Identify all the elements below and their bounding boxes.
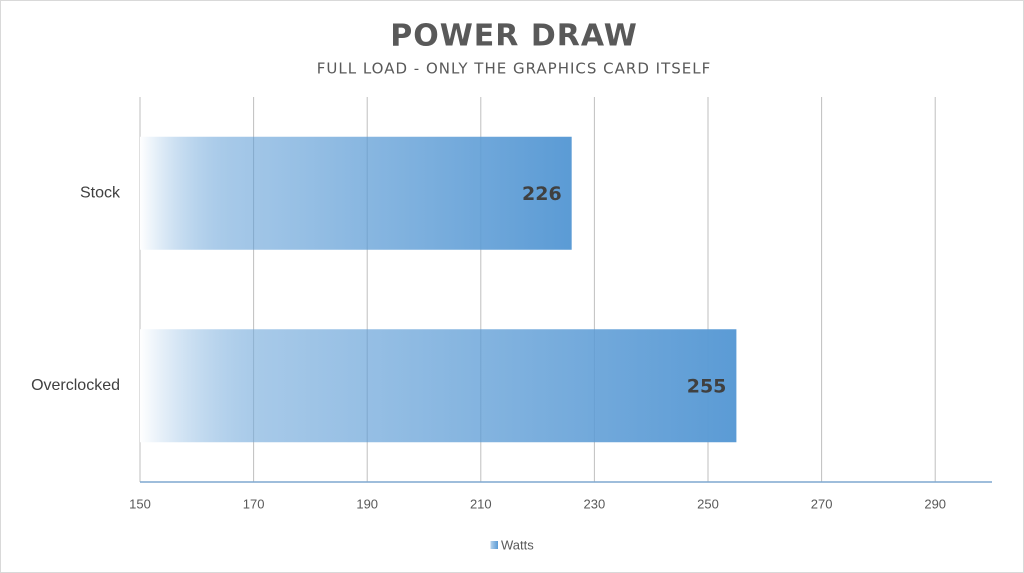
- x-tick-label: 210: [470, 496, 492, 511]
- y-tick-label: Overclocked: [31, 377, 120, 394]
- x-tick-label: 250: [697, 496, 719, 511]
- x-tick-label: 170: [243, 496, 265, 511]
- x-tick-label: 290: [924, 496, 946, 511]
- y-tick-label: Stock: [80, 184, 121, 201]
- x-tick-label: 270: [811, 496, 833, 511]
- legend-label: Watts: [501, 537, 534, 552]
- data-label: 255: [687, 375, 727, 397]
- legend-swatch: [490, 541, 498, 549]
- chart-subtitle: FULL LOAD - ONLY THE GRAPHICS CARD ITSEL…: [317, 60, 711, 78]
- x-tick-label: 230: [584, 496, 606, 511]
- chart-title: POWER DRAW: [390, 19, 638, 54]
- bar: [140, 136, 572, 250]
- data-label: 226: [522, 183, 562, 205]
- bar: [140, 329, 737, 443]
- x-tick-label: 150: [129, 496, 151, 511]
- x-tick-label: 190: [356, 496, 378, 511]
